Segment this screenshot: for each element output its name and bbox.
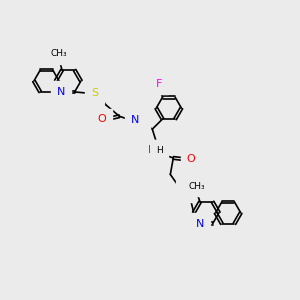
Text: N: N xyxy=(131,115,139,125)
Text: CH₃: CH₃ xyxy=(188,182,205,191)
Text: N: N xyxy=(148,145,157,155)
Text: H: H xyxy=(137,116,144,124)
Text: F: F xyxy=(156,79,163,89)
Text: N: N xyxy=(57,87,65,97)
Text: CH₃: CH₃ xyxy=(51,49,67,58)
Text: S: S xyxy=(91,88,98,98)
Text: S: S xyxy=(182,187,189,197)
Text: N: N xyxy=(196,219,204,229)
Text: O: O xyxy=(98,114,106,124)
Text: O: O xyxy=(186,154,195,164)
Text: H: H xyxy=(156,146,163,154)
